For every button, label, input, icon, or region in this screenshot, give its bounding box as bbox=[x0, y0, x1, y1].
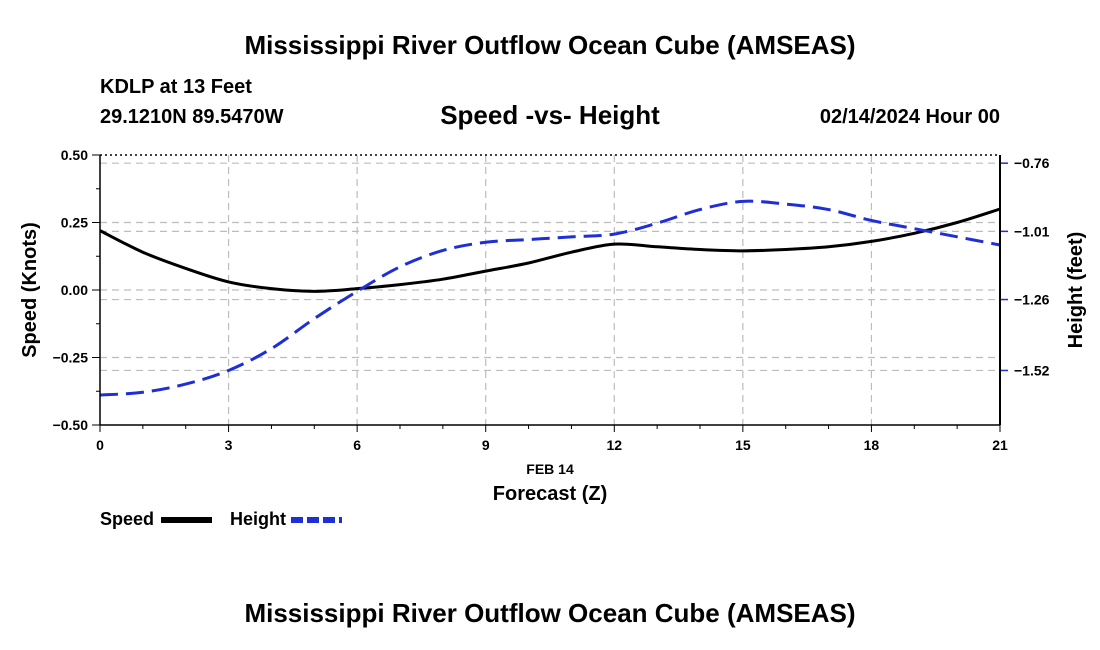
legend-height-label: Height bbox=[230, 509, 286, 529]
x-tick-label: 0 bbox=[96, 437, 104, 453]
axes-layer: 0 3 6 9 12 15 18 21 −0.50 −0.25 0.00 0.25 0.50 −1.52 −… bbox=[53, 147, 1050, 453]
x-tick-label: 15 bbox=[735, 437, 751, 453]
forecast-datetime: 02/14/2024 Hour 00 bbox=[819, 106, 1000, 128]
series-line-speed bbox=[99, 207, 1001, 293]
labels-layer: FEB 14 Forecast (Z) Speed (Knots) Height… bbox=[19, 222, 1087, 505]
x-tick-label: 9 bbox=[482, 437, 490, 453]
y2-axis-label: Height (feet) bbox=[1065, 232, 1087, 349]
y-axis-label: Speed (Knots) bbox=[19, 222, 41, 358]
x-date-label: FEB 14 bbox=[526, 461, 574, 477]
station-label: KDLP at 13 Feet bbox=[100, 76, 252, 98]
x-tick-label: 21 bbox=[992, 437, 1008, 453]
y-tick-label: −0.25 bbox=[53, 350, 89, 366]
coordinates-label: 29.1210N 89.5470W bbox=[100, 106, 284, 128]
y2-tick-label: −1.26 bbox=[1014, 292, 1050, 308]
y-tick-label: 0.00 bbox=[61, 282, 88, 298]
chart-title-repeat: Mississippi River Outflow Ocean Cube (AM… bbox=[244, 598, 856, 628]
y2-tick-label: −1.01 bbox=[1014, 223, 1050, 239]
y2-tick-label: −0.76 bbox=[1014, 155, 1050, 171]
series-layer bbox=[99, 199, 1001, 397]
series-line-height bbox=[99, 199, 1001, 397]
x-tick-label: 3 bbox=[225, 437, 233, 453]
legend: Speed Height bbox=[100, 509, 342, 529]
y-tick-label: 0.50 bbox=[61, 147, 88, 163]
legend-speed-label: Speed bbox=[100, 509, 154, 529]
y2-tick-label: −1.52 bbox=[1014, 362, 1050, 378]
x-tick-label: 12 bbox=[606, 437, 622, 453]
x-tick-label: 6 bbox=[353, 437, 361, 453]
x-axis-label: Forecast (Z) bbox=[493, 483, 607, 505]
chart-subtitle: Speed -vs- Height bbox=[440, 100, 660, 130]
chart-title: Mississippi River Outflow Ocean Cube (AM… bbox=[244, 30, 856, 60]
y-tick-label: −0.50 bbox=[53, 417, 89, 433]
x-tick-label: 18 bbox=[864, 437, 880, 453]
grid-layer bbox=[100, 155, 1000, 425]
y-tick-label: 0.25 bbox=[61, 215, 88, 231]
